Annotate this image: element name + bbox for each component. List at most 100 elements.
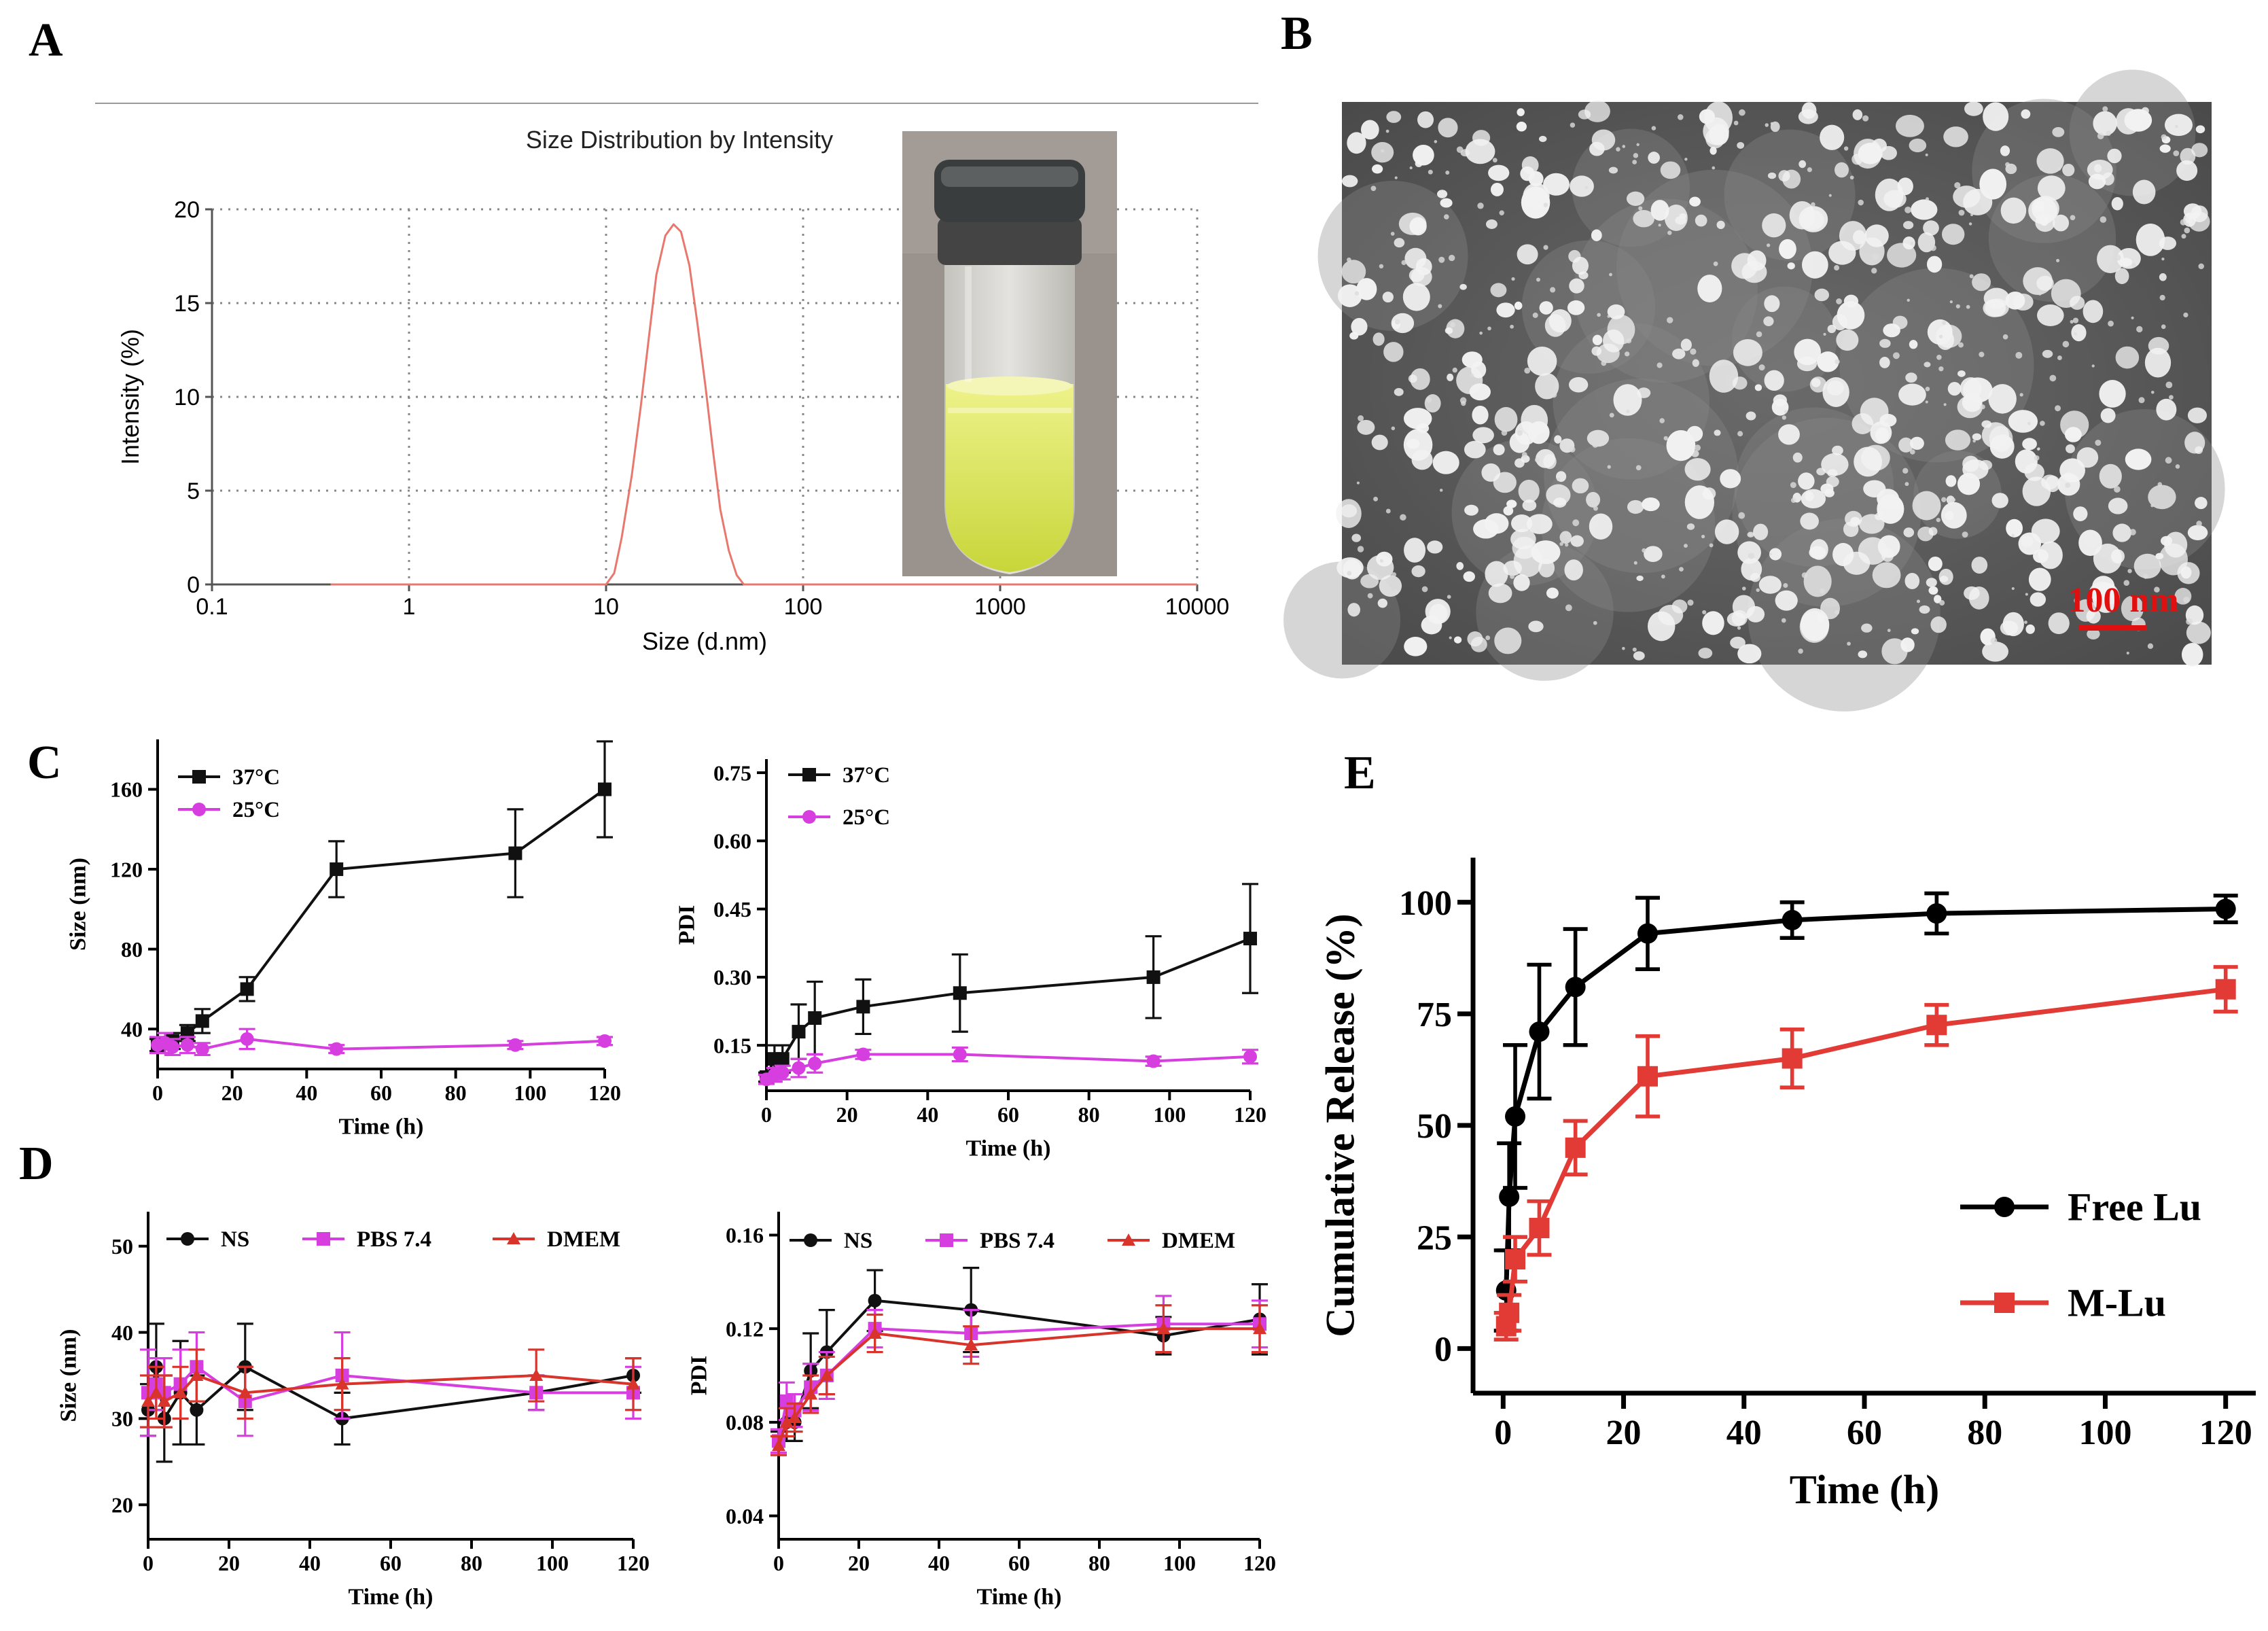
tem-particle xyxy=(1337,284,1362,307)
tem-small-particle xyxy=(2065,482,2071,489)
tem-small-particle xyxy=(1524,368,1531,374)
tem-particle xyxy=(1570,175,1594,197)
tem-particle xyxy=(1843,521,1859,538)
x-tick-label: 1 xyxy=(403,594,416,620)
y-axis-label: Size (nm) xyxy=(56,1329,82,1422)
tem-small-particle xyxy=(1811,202,1815,207)
tem-particle xyxy=(1536,449,1555,468)
tem-small-particle xyxy=(2062,340,2070,348)
x-tick-label: 0 xyxy=(152,1081,163,1105)
legend-label: NS xyxy=(221,1227,249,1252)
tem-particle xyxy=(1411,565,1425,578)
x-tick-label: 60 xyxy=(997,1102,1019,1127)
tem-small-particle xyxy=(1492,158,1498,163)
tem-small-particle xyxy=(1358,415,1364,421)
tem-small-particle xyxy=(1925,387,1930,391)
tem-particle xyxy=(1898,383,1926,406)
tem-small-particle xyxy=(1925,400,1928,404)
size-distribution-chart: 0.1 1 10 100 1000 10000 0 5 10 15 20 Size (d.nm) Int… xyxy=(95,103,1258,655)
tem-small-particle xyxy=(1958,342,1964,348)
y-tick-label: 20 xyxy=(174,197,200,223)
tem-particle xyxy=(2132,179,2156,205)
y-tick-label: 0.16 xyxy=(726,1223,764,1248)
tem-particle xyxy=(1778,424,1800,445)
tem-particle xyxy=(1697,275,1722,302)
tem-particle xyxy=(2037,175,2066,201)
tem-particle xyxy=(1510,529,1536,550)
tem-particle xyxy=(1521,455,1530,463)
tem-particle xyxy=(1809,546,1826,559)
tem-particle xyxy=(1720,469,1741,489)
tem-particle xyxy=(1372,164,1383,174)
tem-small-particle xyxy=(1635,465,1642,471)
tem-particle xyxy=(1737,541,1761,564)
tem-particle xyxy=(1689,196,1701,207)
tem-particle xyxy=(2070,296,2085,310)
y-tick-label: 0 xyxy=(187,572,200,598)
tem-small-particle xyxy=(1943,403,1947,406)
tem-particle xyxy=(1591,229,1602,241)
tem-small-particle xyxy=(1354,291,1360,296)
tem-particle xyxy=(1490,283,1507,298)
tem-small-particle xyxy=(1449,254,1455,262)
tem-small-particle xyxy=(1936,354,1942,360)
tem-particle xyxy=(1394,387,1404,396)
tem-small-particle xyxy=(1684,158,1688,161)
data-point xyxy=(856,1000,870,1014)
tem-particle xyxy=(1360,120,1379,140)
tem-particle xyxy=(2164,113,2193,137)
tem-particle xyxy=(2036,148,2064,174)
tem-small-particle xyxy=(1534,457,1540,463)
data-point xyxy=(804,1387,818,1400)
tem-particle xyxy=(1968,586,1989,610)
tem-small-particle xyxy=(1790,497,1796,504)
tem-particle xyxy=(1714,429,1721,436)
tem-particle xyxy=(2028,567,2051,591)
tem-particle xyxy=(1972,273,1991,292)
data-point xyxy=(1146,1054,1160,1068)
tem-particle xyxy=(1964,101,1983,116)
tem-particle xyxy=(1930,616,1947,633)
tem-particle xyxy=(1769,548,1782,561)
tem-particle xyxy=(1650,200,1669,221)
y-tick-label: 50 xyxy=(1417,1107,1452,1146)
tem-particle xyxy=(1417,111,1434,128)
tem-particle xyxy=(2176,160,2198,181)
tem-small-particle xyxy=(1559,542,1563,546)
tem-particle xyxy=(1343,559,1362,580)
tem-small-particle xyxy=(2070,319,2074,324)
tem-particle xyxy=(1485,219,1498,229)
tem-small-particle xyxy=(2106,130,2112,136)
tem-particle xyxy=(1521,156,1539,175)
tem-particle xyxy=(2195,446,2203,455)
tem-particle xyxy=(1928,556,1943,572)
tem-small-particle xyxy=(2108,320,2114,327)
legend-marker xyxy=(802,810,816,824)
legend-label: 37°C xyxy=(843,763,890,788)
tem-particle xyxy=(2187,407,2208,423)
tem-particle xyxy=(2031,519,2060,544)
tem-particle xyxy=(1488,164,1510,181)
tem-background-patch xyxy=(1283,561,1401,679)
tem-particle xyxy=(1903,527,1915,538)
tem-particle xyxy=(1398,212,1427,235)
tem-small-particle xyxy=(1379,264,1384,269)
x-tick-label: 20 xyxy=(836,1102,858,1127)
tem-particle xyxy=(2148,485,2176,510)
tem-particle xyxy=(1564,559,1583,581)
tem-particle xyxy=(1746,606,1765,622)
tem-particle xyxy=(1698,648,1713,659)
tem-small-particle xyxy=(1769,553,1772,556)
tem-small-particle xyxy=(1485,635,1491,640)
data-point xyxy=(195,1014,209,1028)
data-point xyxy=(1637,923,1658,944)
data-point xyxy=(775,1066,790,1080)
tem-particle xyxy=(1613,384,1642,416)
tem-small-particle xyxy=(1390,232,1395,236)
tem-particle xyxy=(2030,592,2046,607)
x-tick-label: 60 xyxy=(1847,1414,1882,1452)
tem-small-particle xyxy=(1758,364,1765,371)
x-tick-label: 60 xyxy=(1008,1551,1030,1575)
tem-small-particle xyxy=(2183,312,2189,318)
y-tick-label: 100 xyxy=(1399,884,1452,923)
